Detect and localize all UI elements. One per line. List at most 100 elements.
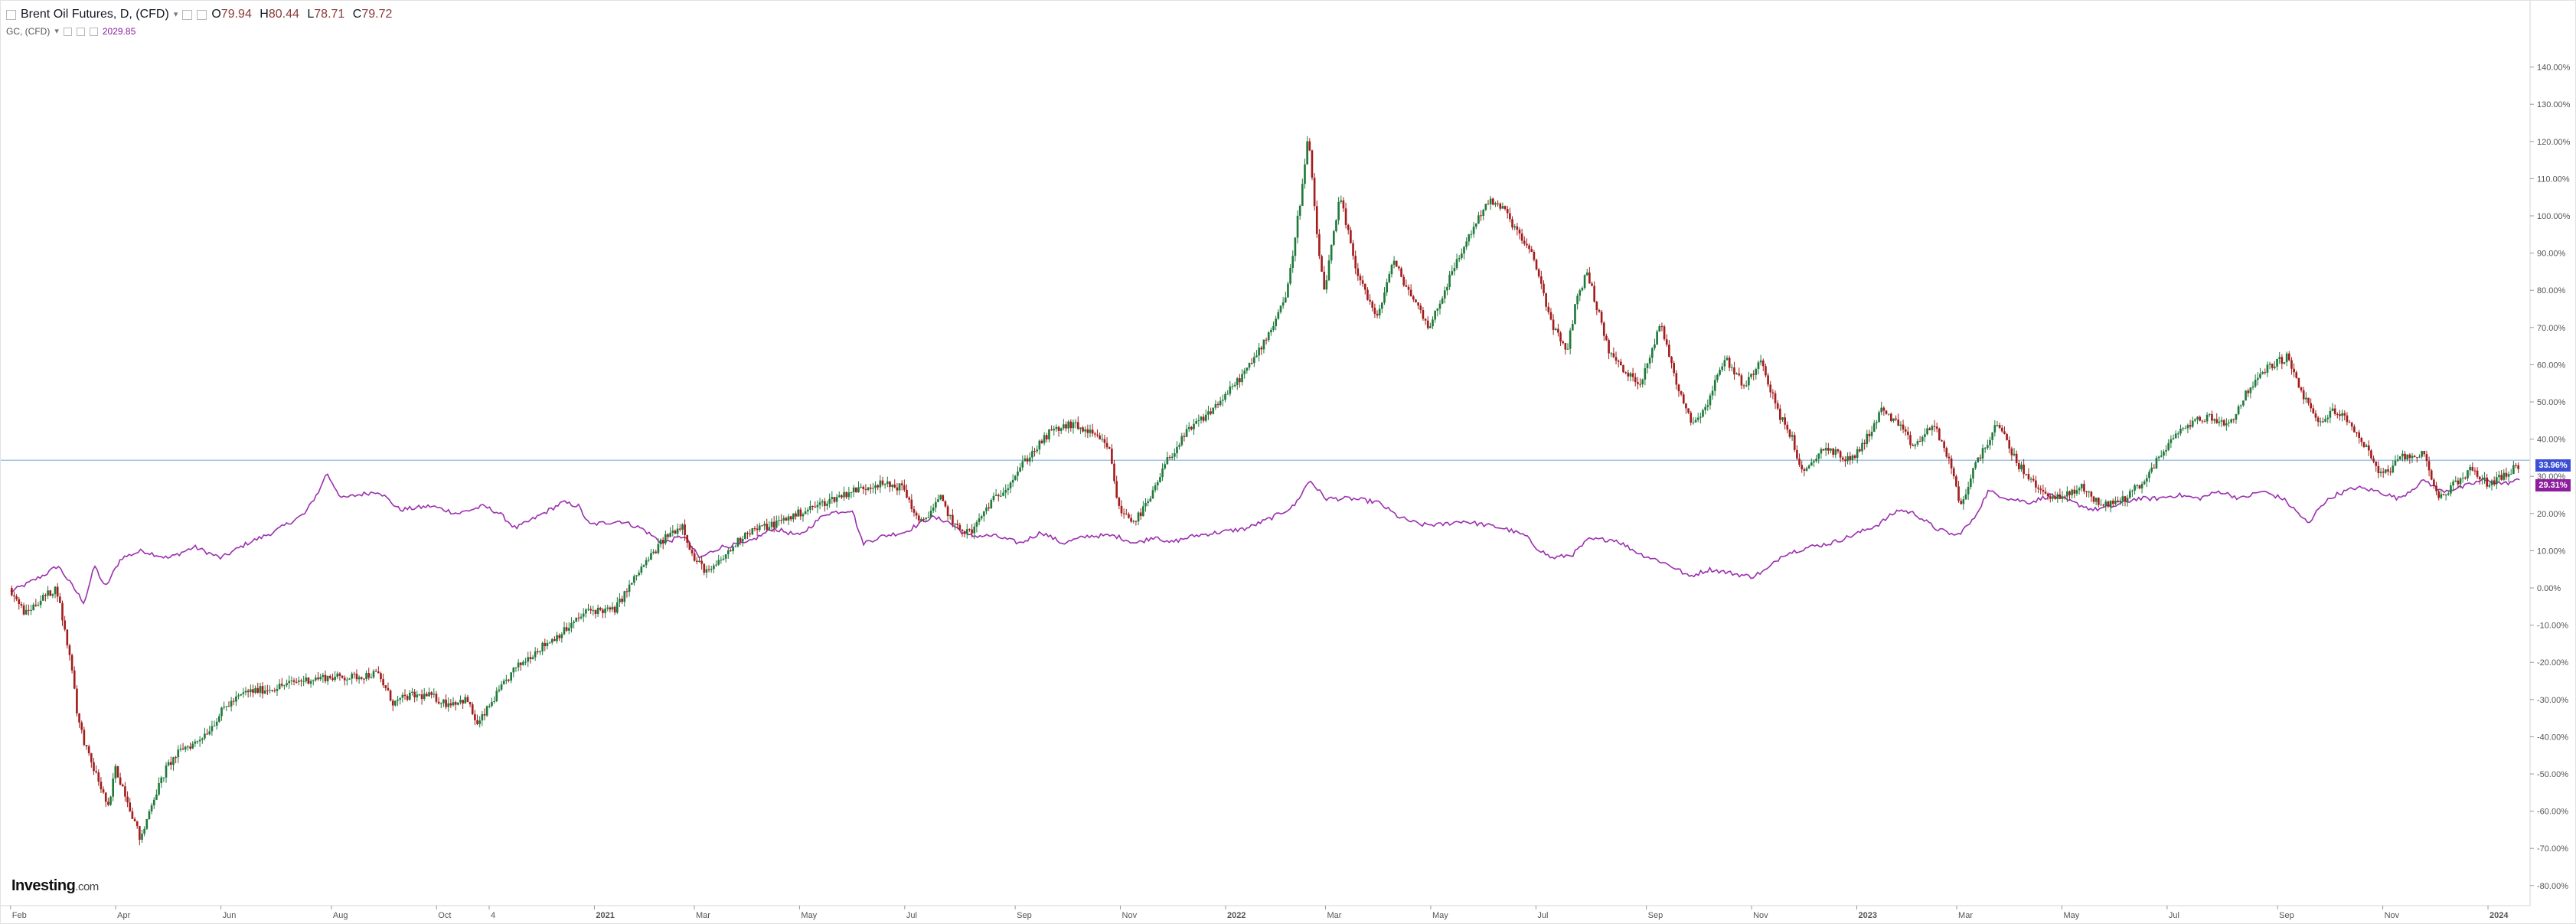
brent-candle	[531, 655, 534, 660]
candle-body	[1118, 498, 1121, 506]
brent-candle	[678, 524, 681, 532]
chevron-down-icon[interactable]: ▾	[54, 27, 59, 36]
collapse-toggle-icon[interactable]	[6, 9, 16, 20]
candle-body	[1955, 476, 1957, 487]
brent-candle	[1277, 309, 1280, 320]
brent-candle	[534, 647, 537, 661]
brent-candle	[877, 484, 880, 491]
brent-candle	[1885, 410, 1888, 415]
brent-candle	[1617, 359, 1620, 367]
brent-candle	[1530, 246, 1533, 253]
visibility-toggle-icon[interactable]	[182, 9, 193, 20]
candle-body	[1392, 260, 1396, 265]
brent-candle	[2430, 469, 2433, 481]
candle-body	[1357, 268, 1360, 276]
brent-candle	[30, 604, 32, 615]
brent-candle	[223, 701, 225, 710]
brent-candle	[2018, 459, 2020, 472]
compare-symbol-title[interactable]: GC, (CFD)	[6, 26, 51, 37]
candle-body	[1053, 429, 1056, 431]
candle-body	[331, 677, 334, 681]
brent-candle	[295, 677, 298, 684]
remove-icon[interactable]	[89, 27, 98, 36]
brent-candle	[971, 524, 973, 538]
brent-candle	[2213, 418, 2215, 424]
y-tick-label: -60.00%	[2537, 808, 2568, 817]
candle-body	[442, 699, 445, 704]
x-tick-label: Oct	[438, 911, 451, 920]
candle-body	[1543, 283, 1545, 294]
candle-body	[778, 520, 780, 521]
brent-candle	[1948, 452, 1951, 465]
brent-candle	[886, 476, 889, 488]
candle-body	[896, 487, 899, 491]
candle-body	[1533, 252, 1536, 260]
candle-body	[1996, 425, 1999, 426]
brent-candle	[143, 826, 145, 837]
candle-body	[2358, 432, 2361, 438]
candle-body	[2109, 501, 2112, 507]
visibility-toggle-icon[interactable]	[63, 27, 72, 36]
brent-candle	[269, 685, 271, 694]
candle-body	[1870, 431, 1873, 436]
settings-icon[interactable]	[76, 27, 85, 36]
brent-candle	[994, 488, 997, 496]
candle-body	[1549, 312, 1552, 320]
brent-candle	[22, 602, 25, 615]
brent-candle	[2228, 419, 2230, 428]
brent-candle	[604, 605, 606, 619]
brent-candle	[1197, 414, 1200, 427]
gold-price-badge: 29.31%	[2535, 479, 2571, 492]
brent-candle	[734, 544, 737, 547]
brent-candle	[833, 497, 836, 504]
brent-candle	[1332, 229, 1335, 247]
brent-candle	[1122, 508, 1125, 519]
candle-body	[1926, 428, 1928, 435]
brent-candle	[2285, 351, 2288, 367]
brent-candle	[1388, 271, 1391, 284]
chevron-down-icon[interactable]: ▾	[173, 10, 178, 19]
y-tick-label: 140.00%	[2537, 64, 2571, 73]
candle-body	[1761, 360, 1765, 367]
brent-candle	[1291, 250, 1295, 273]
brent-candle	[1381, 302, 1383, 314]
brent-candle	[319, 674, 322, 681]
brent-candle	[160, 775, 163, 789]
brent-candle	[1004, 484, 1007, 499]
brent-candle	[872, 482, 874, 494]
candle-body	[770, 521, 773, 527]
brent-candle	[1321, 254, 1323, 273]
brent-candle	[1202, 413, 1205, 423]
brent-candle	[2075, 485, 2078, 496]
brent-candle	[249, 684, 252, 697]
symbol-title[interactable]: Brent Oil Futures, D, (CFD)	[21, 8, 169, 21]
brent-candle	[1214, 400, 1217, 410]
candle-body	[841, 495, 843, 498]
brent-candle	[1465, 237, 1468, 250]
brent-candle	[862, 485, 865, 495]
settings-icon[interactable]	[197, 9, 207, 20]
candle-body	[1851, 455, 1854, 460]
brent-candle	[488, 704, 491, 709]
candle-body	[1318, 233, 1321, 256]
candle-body	[1605, 335, 1608, 341]
candle-body	[2385, 469, 2387, 473]
candle-body	[1335, 220, 1337, 232]
brent-candle	[1072, 420, 1075, 434]
candle-body	[1614, 357, 1618, 361]
brent-candle	[338, 672, 341, 681]
candle-body	[2128, 491, 2131, 498]
brent-candle	[1755, 367, 1758, 380]
brent-candle	[2408, 453, 2411, 464]
candle-body	[2326, 417, 2330, 420]
candle-body	[278, 684, 281, 690]
candle-body	[799, 509, 802, 517]
brent-candle	[2032, 475, 2035, 482]
brent-candle	[2042, 484, 2045, 496]
brent-candle	[114, 763, 117, 783]
candle-body	[1610, 353, 1613, 354]
candle-body	[1969, 478, 1972, 487]
brent-candle	[1950, 455, 1953, 475]
